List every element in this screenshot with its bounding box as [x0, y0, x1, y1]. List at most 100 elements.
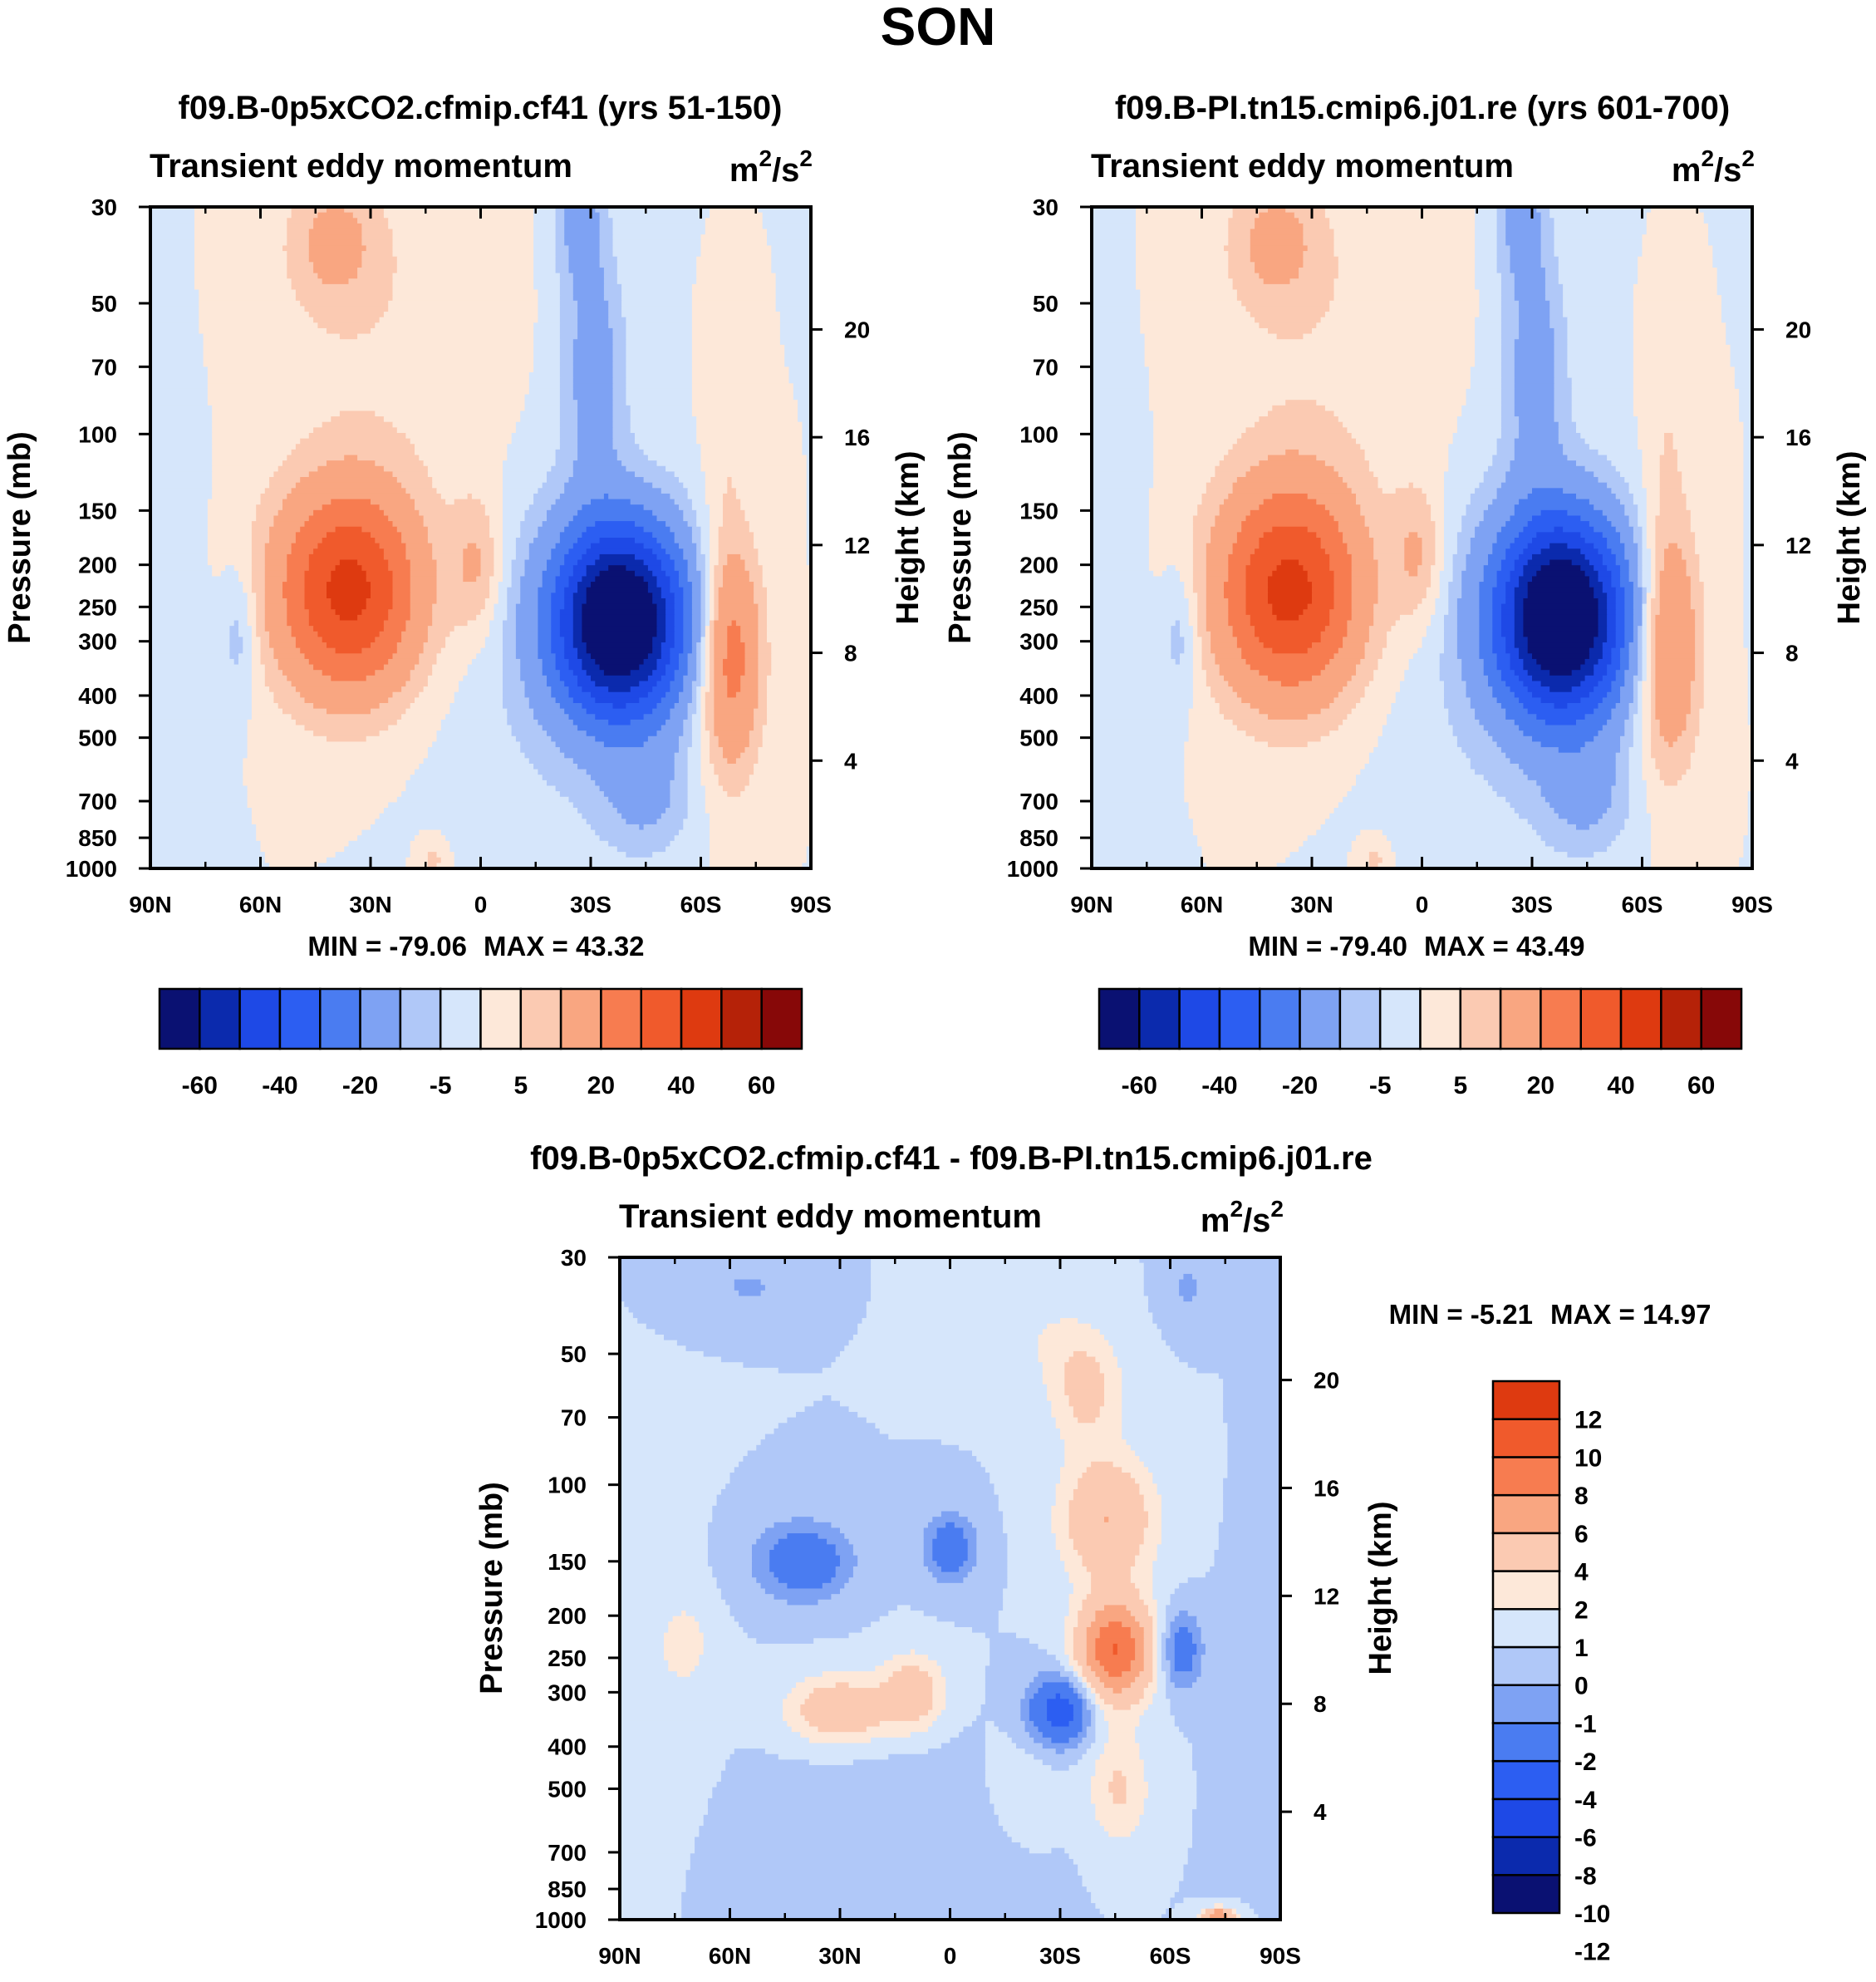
contour-cell — [150, 262, 195, 268]
contour-cell — [1122, 1434, 1228, 1440]
contour-cell — [652, 570, 666, 578]
contour-cell — [852, 1550, 925, 1557]
contour-cell — [1143, 1279, 1180, 1286]
contour-cell — [1514, 598, 1524, 605]
contour-cell — [1378, 582, 1432, 588]
contour-cell — [1589, 521, 1612, 528]
contour-cell — [1690, 515, 1744, 522]
contour-cell — [1003, 1594, 1070, 1601]
y-tick-label: 50 — [91, 291, 117, 317]
contour-cell — [1567, 819, 1599, 825]
contour-cell — [357, 333, 534, 340]
contour-cell — [243, 780, 406, 787]
contour-cell — [1655, 675, 1696, 682]
contour-cell — [1475, 361, 1502, 367]
contour-cell — [1307, 714, 1348, 721]
contour-cell — [1364, 449, 1449, 456]
contour-cell — [818, 1533, 845, 1540]
contour-cell — [620, 1279, 735, 1286]
contour-cell — [676, 1340, 850, 1346]
contour-cell — [620, 1488, 722, 1496]
contour-cell — [1157, 1632, 1162, 1639]
contour-cell — [260, 642, 270, 649]
contour-cell — [251, 559, 266, 566]
contour-cell — [335, 647, 362, 654]
contour-cell — [806, 852, 812, 858]
contour-cell — [317, 465, 385, 472]
contour-cell — [1607, 593, 1617, 599]
contour-cell — [700, 735, 710, 743]
contour-cell — [1743, 576, 1753, 583]
contour-cell — [612, 366, 626, 373]
contour-cell — [1743, 587, 1753, 593]
contour-cell — [1655, 637, 1696, 643]
contour-cell — [1554, 405, 1573, 412]
contour-cell — [1224, 245, 1251, 252]
contour-cell — [1303, 229, 1335, 235]
contour-cell — [1659, 509, 1692, 517]
contour-cell — [1747, 670, 1753, 676]
contour-cell — [405, 432, 513, 440]
contour-cell — [744, 664, 759, 671]
contour-cell — [1404, 548, 1423, 555]
contour-cell — [1255, 317, 1322, 323]
contour-cell — [1633, 400, 1740, 406]
contour-cell — [1099, 1329, 1162, 1335]
contour-cell — [1628, 482, 1643, 489]
contour-cell — [577, 427, 614, 434]
contour-cell — [331, 416, 385, 423]
contour-cell — [652, 548, 666, 555]
contour-cell — [664, 1632, 705, 1639]
contour-cell — [1554, 229, 1648, 235]
contour-cell — [564, 603, 574, 610]
contour-cell — [388, 658, 420, 666]
contour-cell — [392, 245, 534, 252]
contour-cell — [691, 626, 702, 632]
contour-cell — [1303, 239, 1335, 247]
contour-cell — [150, 267, 195, 274]
colorbar-swatch — [479, 987, 523, 1050]
contour-cell — [1554, 350, 1568, 357]
contour-cell — [1624, 719, 1634, 726]
contour-cell — [1496, 444, 1515, 450]
contour-cell — [696, 691, 702, 698]
contour-cell — [269, 631, 292, 637]
contour-cell — [727, 642, 746, 649]
contour-cell — [291, 212, 318, 219]
contour-cell — [714, 647, 728, 654]
contour-cell — [1303, 565, 1330, 572]
contour-cell — [427, 747, 521, 754]
contour-cell — [533, 538, 561, 544]
contour-cell — [612, 411, 631, 417]
contour-cell — [1505, 714, 1537, 721]
contour-cell — [806, 504, 812, 511]
contour-cell — [1456, 647, 1480, 654]
contour-cell — [1540, 234, 1555, 241]
contour-cell — [1435, 603, 1449, 610]
contour-cell — [1060, 1428, 1122, 1435]
contour-cell — [714, 675, 728, 682]
contour-cell — [1638, 509, 1648, 517]
contour-cell — [1184, 775, 1357, 781]
contour-cell — [620, 1444, 757, 1452]
x-tick-label: 30N — [1290, 892, 1333, 917]
x-tick-label: 60N — [239, 892, 282, 917]
contour-cell — [150, 565, 213, 572]
contour-cell — [533, 708, 565, 715]
contour-cell — [1571, 411, 1634, 417]
contour-cell — [1628, 576, 1638, 583]
contour-cell — [335, 852, 411, 858]
contour-cell — [1373, 609, 1414, 616]
contour-cell — [1628, 769, 1643, 775]
colorbar-swatch — [1299, 987, 1342, 1050]
contour-cell — [410, 593, 438, 599]
contour-cell — [1201, 658, 1215, 666]
contour-cell — [1206, 570, 1229, 578]
contour-cell — [150, 273, 195, 279]
contour-cell — [714, 691, 728, 698]
contour-cell — [327, 642, 371, 649]
contour-cell — [1333, 239, 1476, 247]
contour-cell — [533, 245, 557, 252]
contour-cell — [1391, 708, 1449, 715]
contour-cell — [1130, 1577, 1153, 1584]
